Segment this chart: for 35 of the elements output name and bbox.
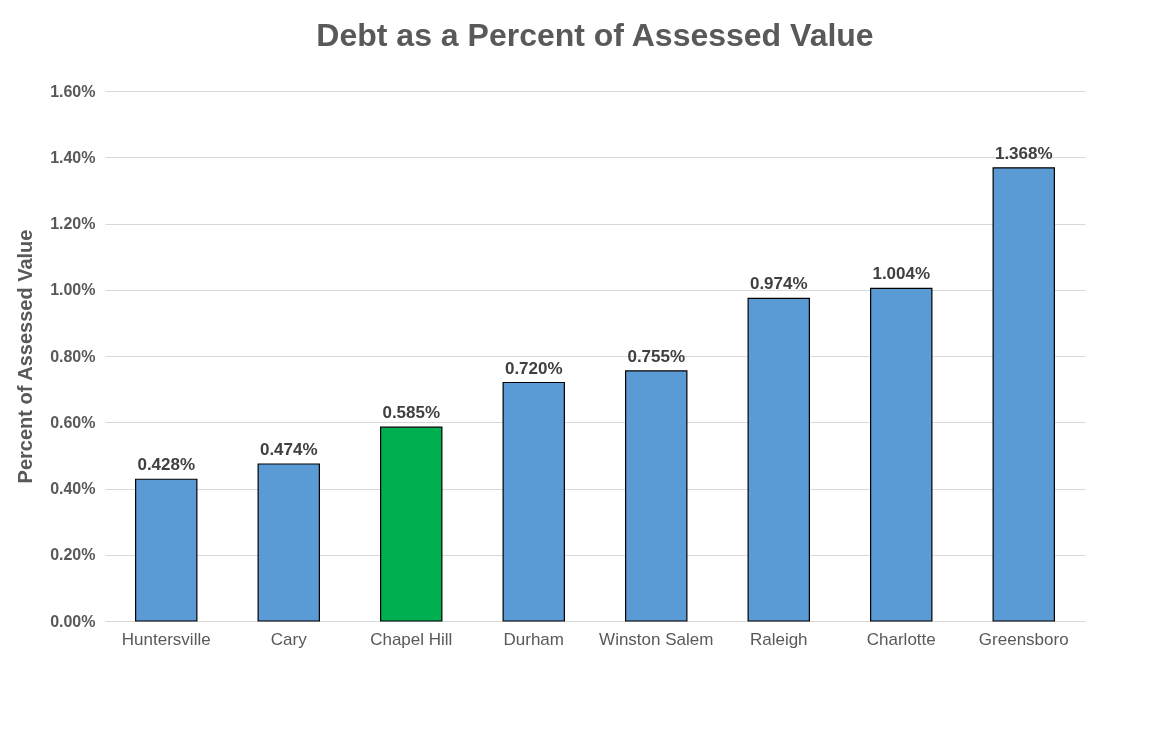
data-label: 0.585% (382, 403, 441, 423)
y-tick-label: 1.40% (50, 148, 96, 166)
bar (135, 478, 198, 622)
y-tick-label: 0.00% (50, 612, 96, 630)
bar (625, 370, 688, 622)
y-tick-label: 1.20% (50, 215, 96, 232)
bar (747, 297, 810, 622)
y-tick-label: 0.80% (50, 347, 96, 365)
bar (257, 463, 320, 622)
y-tick-label: 0.40% (50, 480, 96, 497)
bar (502, 381, 565, 622)
data-label: 0.428% (137, 455, 196, 475)
x-tick-label: Cary (270, 629, 308, 649)
x-tick-label: Greensboro (978, 629, 1069, 649)
y-axis-title: Percent of Assessed Value (14, 229, 37, 484)
y-tick-label: 1.00% (50, 281, 96, 299)
data-label: 0.474% (259, 439, 318, 459)
data-label: 0.755% (627, 346, 686, 366)
x-tick-label: Chapel Hill (370, 629, 453, 649)
x-tick-label: Durham (503, 629, 564, 649)
data-label: 1.368% (994, 143, 1053, 163)
x-tick-label: Huntersville (121, 629, 211, 649)
x-tick-label: Winston Salem (599, 629, 714, 649)
bar (380, 426, 443, 622)
data-label: 1.004% (872, 264, 931, 284)
x-tick-label: Raleigh (749, 629, 808, 649)
bar (870, 287, 933, 622)
y-tick-label: 0.60% (50, 413, 96, 431)
data-label: 0.720% (504, 358, 563, 378)
chart-title: Debt as a Percent of Assessed Value (316, 17, 874, 53)
x-tick-label: Charlotte (866, 629, 936, 649)
data-label: 0.974% (749, 274, 808, 294)
y-tick-label: 1.60% (50, 82, 96, 100)
y-tick-label: 0.20% (50, 546, 96, 564)
bar (992, 167, 1055, 622)
